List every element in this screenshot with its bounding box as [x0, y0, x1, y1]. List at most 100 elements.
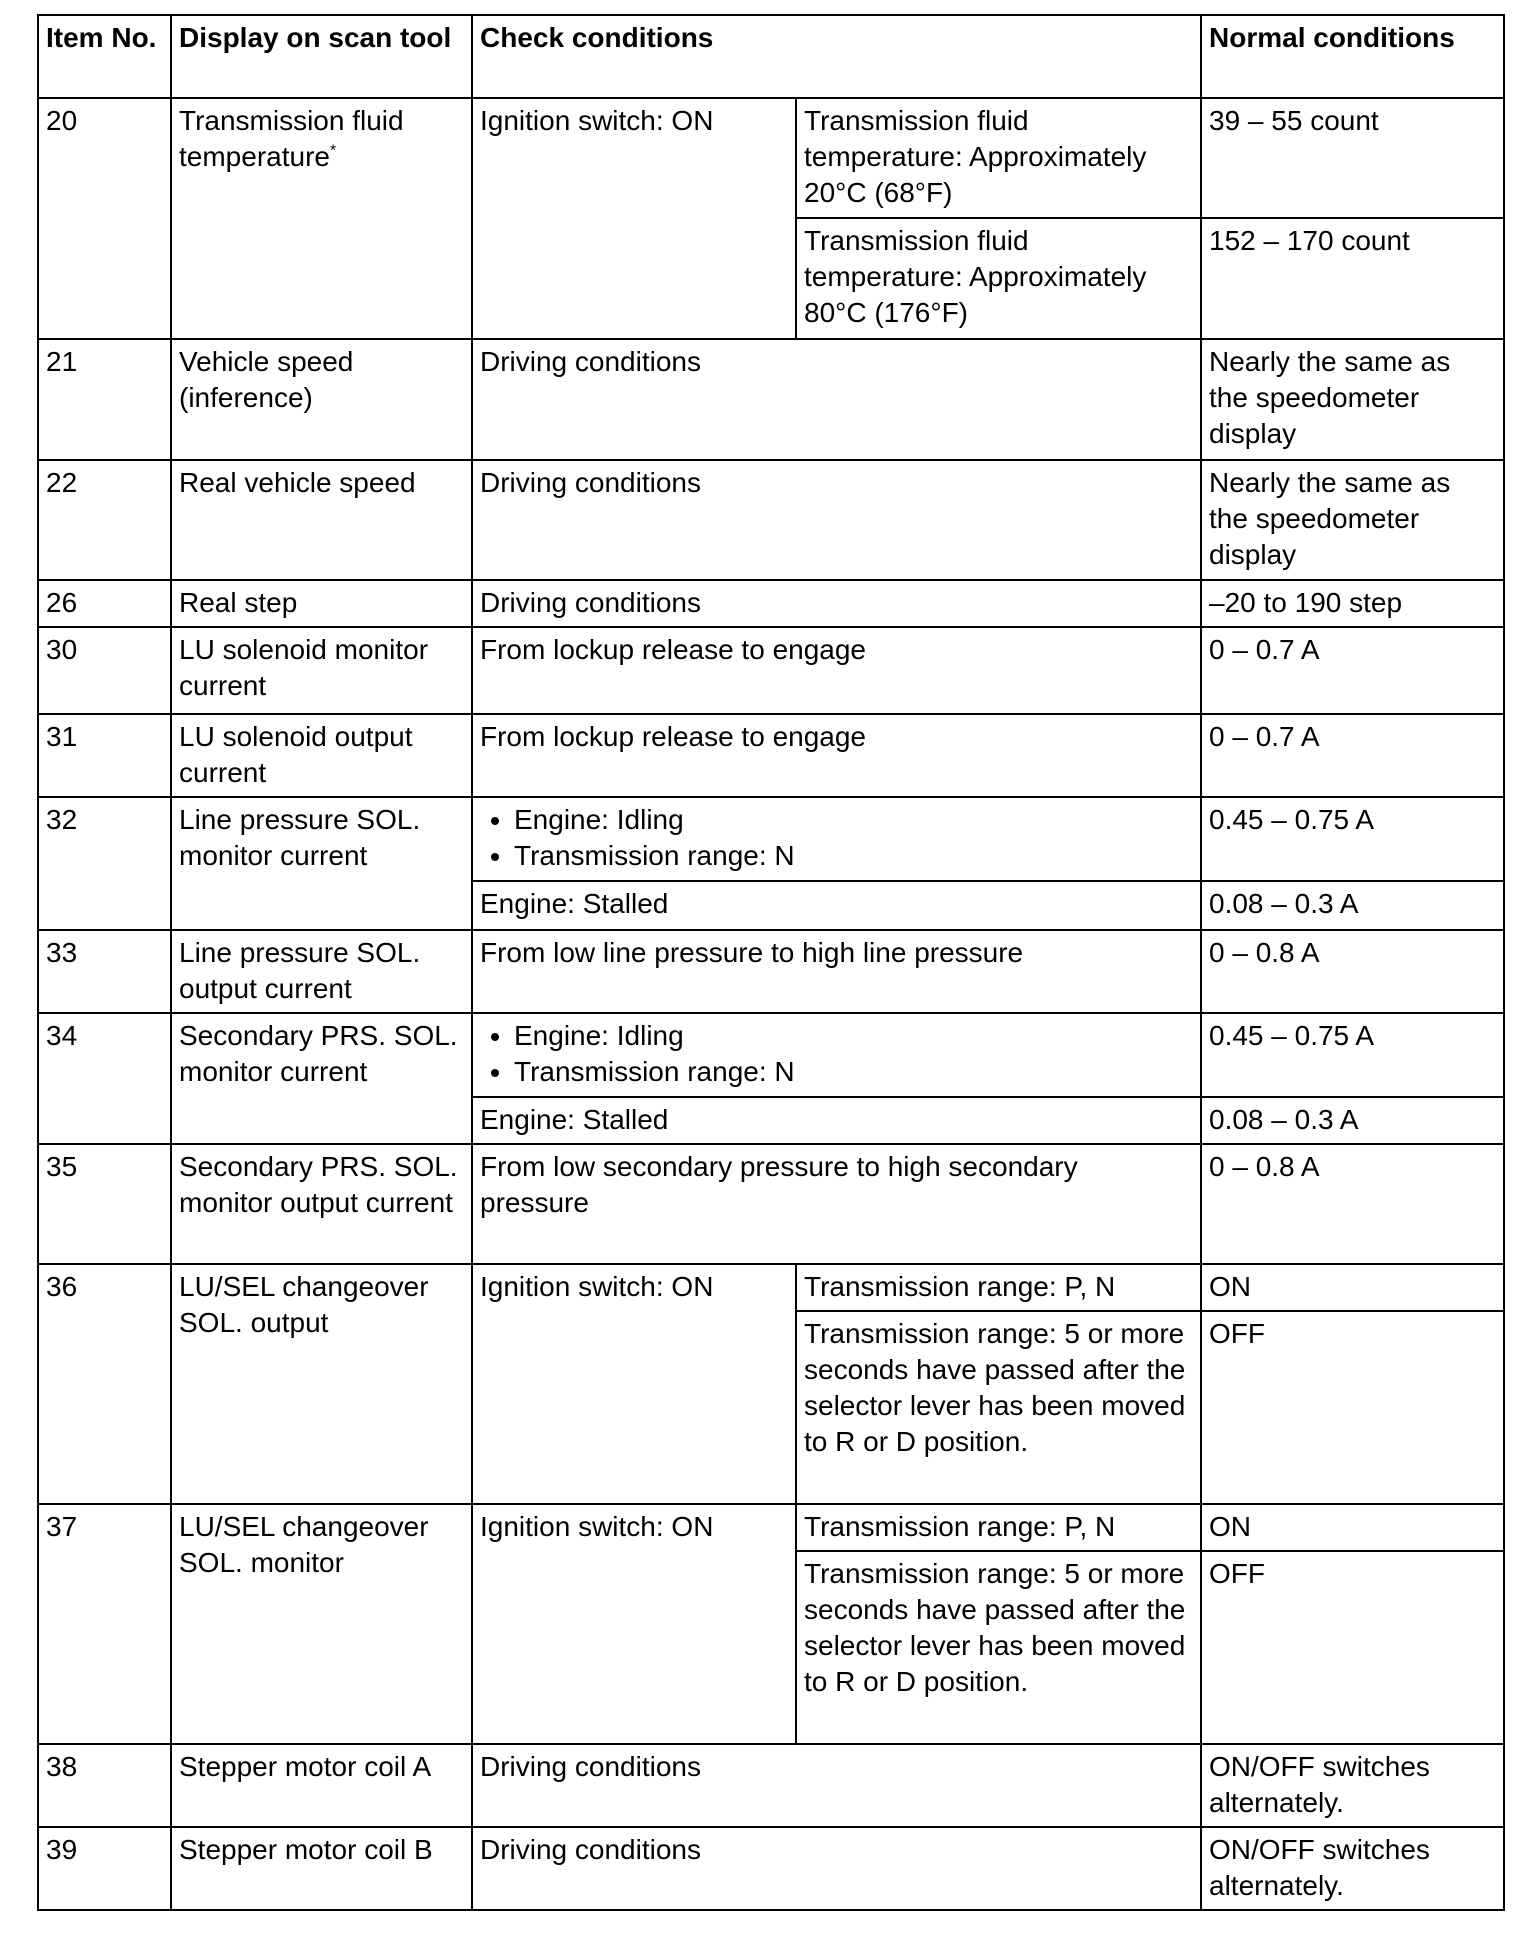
normal-condition: ON/OFF switches alternately.	[1200, 1826, 1505, 1911]
check-sub-condition: Transmission range: P, N	[795, 1503, 1202, 1552]
check-sub-condition: Transmission fluid temperature: Approxim…	[795, 97, 1202, 219]
header-item-no: Item No.	[37, 14, 172, 99]
display-name-text: Real step	[179, 587, 298, 618]
display-name: Line pressure SOL. monitor current	[170, 796, 473, 931]
normal-condition: 0 – 0.7 A	[1200, 626, 1505, 715]
display-name-text: Secondary PRS. SOL. monitor output curre…	[179, 1151, 458, 1218]
item-number: 34	[37, 1012, 172, 1145]
display-name: LU/SEL changeover SOL. output	[170, 1263, 473, 1505]
check-condition: Ignition switch: ON	[471, 97, 797, 340]
check-condition: Driving conditions	[471, 1743, 1202, 1828]
normal-condition: Nearly the same as the speedometer displ…	[1200, 338, 1505, 461]
display-name-text: Line pressure SOL. output current	[179, 937, 421, 1004]
scan-tool-reference-table: Item No. Display on scan tool Check cond…	[37, 14, 1505, 1911]
normal-condition: 0 – 0.8 A	[1200, 929, 1505, 1014]
normal-condition: 0 – 0.8 A	[1200, 1143, 1505, 1265]
table-row: 33 Line pressure SOL. output current From …	[37, 929, 1505, 1014]
normal-condition: ON	[1200, 1503, 1505, 1552]
header-display: Display on scan tool	[170, 14, 473, 99]
bullet-item: Transmission range: N	[514, 1054, 1193, 1090]
display-name: Secondary PRS. SOL. monitor output curre…	[170, 1143, 473, 1265]
table-row: Transmission range: 5 or more seconds ha…	[38, 1310, 1505, 1505]
table-row: 31 LU solenoid output current From lockup …	[37, 713, 1505, 798]
bullet-item: Transmission range: N	[514, 838, 1193, 874]
normal-condition: 0.08 – 0.3 A	[1200, 880, 1505, 931]
display-name-text: LU solenoid output current	[179, 721, 413, 788]
item-number: 31	[37, 713, 172, 798]
check-condition: Ignition switch: ON	[471, 1263, 797, 1505]
table-row: 37 LU/SEL changeover SOL. monitor Ignition…	[37, 1503, 1505, 1745]
normal-condition: Nearly the same as the speedometer displ…	[1200, 459, 1505, 581]
table-row: 21 Vehicle speed (inference) Driving condi…	[37, 338, 1505, 461]
item-number: 26	[37, 579, 172, 628]
table-row: Engine: Stalled 0.08 – 0.3 A	[38, 880, 1505, 931]
normal-condition: 152 – 170 count	[1200, 217, 1505, 340]
item-number: 30	[37, 626, 172, 715]
display-name-text: Stepper motor coil B	[179, 1834, 433, 1865]
check-sub-condition: Transmission range: P, N	[795, 1263, 1202, 1312]
display-name: Stepper motor coil B	[170, 1826, 473, 1911]
item-number: 38	[37, 1743, 172, 1828]
footnote-marker: *	[329, 142, 337, 160]
item-number: 37	[37, 1503, 172, 1745]
display-name-text: LU/SEL changeover SOL. monitor	[179, 1511, 429, 1578]
table-row: 30 LU solenoid monitor current From lockup…	[37, 626, 1505, 715]
table-row: Transmission range: 5 or more seconds ha…	[38, 1550, 1505, 1745]
header-check-conditions: Check conditions	[471, 14, 1202, 99]
item-number: 20	[37, 97, 172, 340]
check-condition: Driving conditions	[471, 338, 1202, 461]
check-condition: Engine: IdlingTransmission range: N	[471, 1012, 1202, 1098]
display-name-text: Transmission fluid temperature	[179, 105, 404, 172]
table-body: 20 Transmission fluid temperature* Ignitio…	[37, 97, 1505, 1911]
display-name: Real step	[170, 579, 473, 628]
check-sub-condition: Transmission fluid temperature: Approxim…	[795, 217, 1202, 340]
table-row: Transmission fluid temperature: Approxim…	[38, 217, 1505, 340]
normal-condition: 0.45 – 0.75 A	[1200, 1012, 1505, 1098]
table-row: 22 Real vehicle speed Driving conditions Ne…	[37, 459, 1505, 581]
normal-condition: ON/OFF switches alternately.	[1200, 1743, 1505, 1828]
check-condition: From low secondary pressure to high seco…	[471, 1143, 1202, 1265]
display-name-text: Stepper motor coil A	[179, 1751, 432, 1782]
bullet-item: Engine: Idling	[514, 1018, 1193, 1054]
normal-condition: OFF	[1200, 1550, 1505, 1745]
check-sub-condition: Transmission range: 5 or more seconds ha…	[795, 1550, 1202, 1745]
item-number: 36	[37, 1263, 172, 1505]
display-name: Vehicle speed (inference)	[170, 338, 473, 461]
display-name-text: LU/SEL changeover SOL. output	[179, 1271, 429, 1338]
table-row: 35 Secondary PRS. SOL. monitor output cur…	[37, 1143, 1505, 1265]
item-number: 22	[37, 459, 172, 581]
check-condition: Ignition switch: ON	[471, 1503, 797, 1745]
item-number: 35	[37, 1143, 172, 1265]
display-name: Secondary PRS. SOL. monitor current	[170, 1012, 473, 1145]
display-name-text: Secondary PRS. SOL. monitor current	[179, 1020, 458, 1087]
item-number: 39	[37, 1826, 172, 1911]
normal-condition: 39 – 55 count	[1200, 97, 1505, 219]
table-row: 39 Stepper motor coil B Driving conditions…	[37, 1826, 1505, 1911]
table-row: 38 Stepper motor coil A Driving conditions…	[37, 1743, 1505, 1828]
check-condition: From lockup release to engage	[471, 713, 1202, 798]
bullet-list: Engine: IdlingTransmission range: N	[480, 802, 1193, 874]
display-name-text: LU solenoid monitor current	[179, 634, 429, 701]
normal-condition: –20 to 190 step	[1200, 579, 1505, 628]
normal-condition: OFF	[1200, 1310, 1505, 1505]
display-name-text: Real vehicle speed	[179, 467, 416, 498]
check-condition: Driving conditions	[471, 1826, 1202, 1911]
check-condition: Engine: IdlingTransmission range: N	[471, 796, 1202, 882]
table-row: 26 Real step Driving conditions –20 to 190 …	[37, 579, 1505, 628]
normal-condition: 0 – 0.7 A	[1200, 713, 1505, 798]
check-condition: Driving conditions	[471, 459, 1202, 581]
bullet-item: Engine: Idling	[514, 802, 1193, 838]
table-row: Engine: Stalled 0.08 – 0.3 A	[38, 1096, 1505, 1145]
display-name: Real vehicle speed	[170, 459, 473, 581]
table-row: 20 Transmission fluid temperature* Ignitio…	[37, 97, 1505, 340]
display-name-text: Vehicle speed (inference)	[179, 346, 354, 413]
item-number: 21	[37, 338, 172, 461]
item-number: 32	[37, 796, 172, 931]
normal-condition: 0.45 – 0.75 A	[1200, 796, 1505, 882]
check-condition: Engine: Stalled	[471, 1096, 1202, 1145]
check-sub-condition: Transmission range: 5 or more seconds ha…	[795, 1310, 1202, 1505]
item-number: 33	[37, 929, 172, 1014]
check-condition: From low line pressure to high line pres…	[471, 929, 1202, 1014]
